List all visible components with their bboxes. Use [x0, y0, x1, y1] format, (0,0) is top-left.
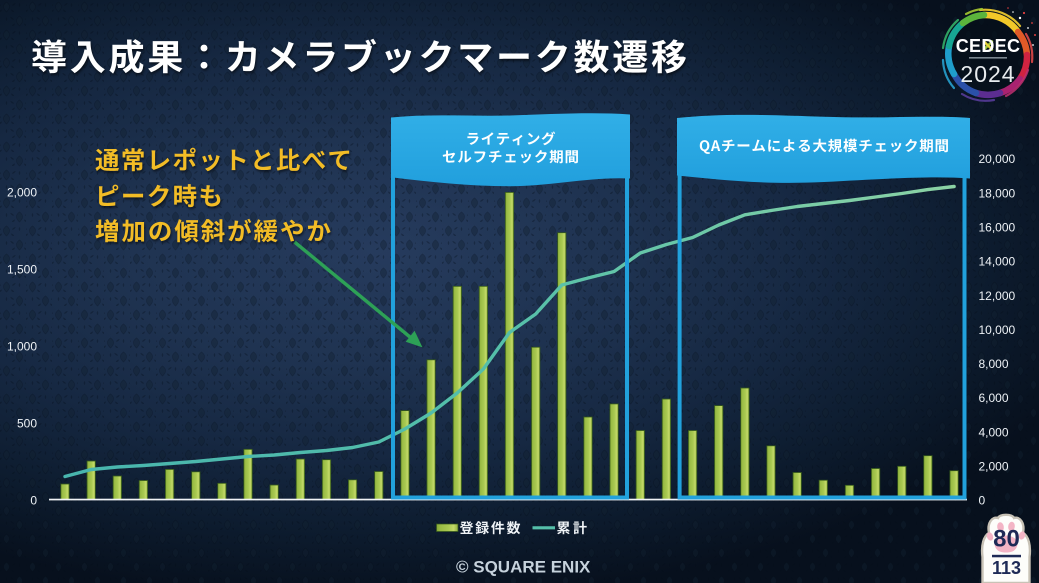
svg-text:2,000: 2,000 [7, 186, 37, 200]
svg-text:6,000: 6,000 [979, 391, 1009, 405]
svg-text:0: 0 [979, 494, 986, 508]
svg-text:2024: 2024 [960, 61, 1015, 87]
svg-text:14,000: 14,000 [979, 255, 1016, 269]
svg-text:0: 0 [30, 494, 37, 508]
svg-text:10,000: 10,000 [979, 323, 1016, 337]
svg-text:CEDEC: CEDEC [956, 36, 1021, 56]
svg-text:500: 500 [17, 417, 37, 431]
svg-text:113: 113 [992, 558, 1021, 578]
svg-text:18,000: 18,000 [979, 186, 1016, 200]
svg-text:20,000: 20,000 [979, 152, 1016, 166]
svg-text:80: 80 [993, 526, 1020, 553]
svg-text:8,000: 8,000 [979, 357, 1009, 371]
svg-text:1,500: 1,500 [7, 263, 37, 277]
svg-text:© SQUARE ENIX: © SQUARE ENIX [456, 558, 591, 577]
svg-text:4,000: 4,000 [979, 425, 1009, 439]
svg-text:2,000: 2,000 [979, 460, 1009, 474]
svg-text:16,000: 16,000 [979, 221, 1016, 235]
svg-text:1,000: 1,000 [7, 340, 37, 354]
svg-text:12,000: 12,000 [979, 289, 1016, 303]
